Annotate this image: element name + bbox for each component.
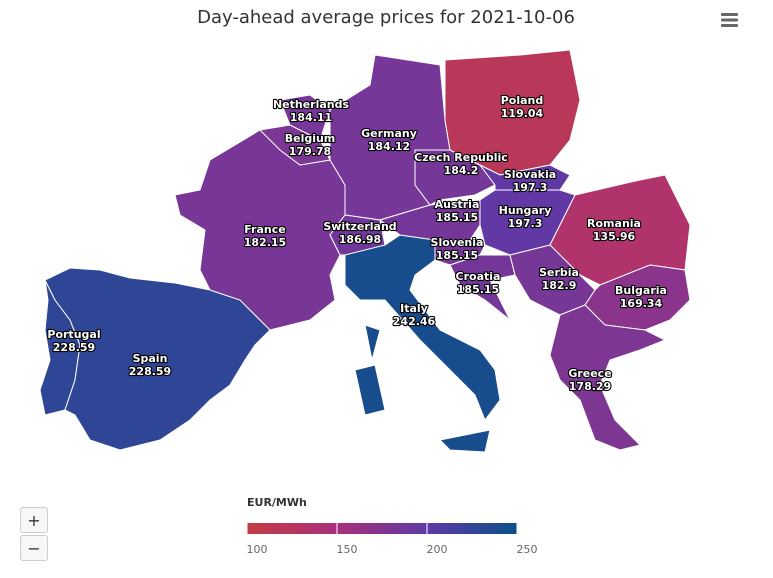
- region-name: Hungary: [499, 204, 552, 217]
- region-value: 185.15: [436, 249, 478, 262]
- region-name: Slovakia: [504, 168, 556, 181]
- region-value: 178.29: [569, 380, 611, 393]
- region-name: Belgium: [285, 132, 336, 145]
- region-value: 185.15: [457, 283, 499, 296]
- region-value: 184.12: [368, 140, 410, 153]
- region: [378, 199, 481, 241]
- region-name: Greece: [568, 367, 611, 380]
- color-bar: [247, 523, 517, 534]
- region-name: Serbia: [539, 266, 579, 279]
- region-name: Spain: [133, 352, 168, 365]
- region-name: Poland: [501, 94, 544, 107]
- zoom-in[interactable]: +: [20, 507, 48, 533]
- region-name: Bulgaria: [615, 284, 667, 297]
- region-name: Netherlands: [273, 98, 350, 111]
- region-value: 184.2: [444, 164, 479, 177]
- region-value: 197.3: [508, 217, 543, 230]
- tick-label: 250: [517, 543, 538, 556]
- region-value: 135.96: [593, 230, 636, 243]
- region-value: 184.11: [290, 111, 332, 124]
- region: [449, 254, 516, 321]
- region-name: France: [244, 223, 285, 236]
- title: Day-ahead average prices for 2021-10-06: [197, 7, 575, 28]
- menu-icon[interactable]: [721, 13, 738, 27]
- region-name: Portugal: [47, 328, 100, 341]
- region-name: Austria: [435, 198, 480, 211]
- region-name: Croatia: [456, 270, 501, 283]
- region: [549, 304, 667, 451]
- region-value: 186.98: [339, 233, 381, 246]
- tick-label: 100: [247, 543, 268, 556]
- region-name: Germany: [361, 127, 417, 140]
- region-value: 119.04: [501, 107, 544, 120]
- tick-label: 150: [337, 543, 358, 556]
- tick-label: 200: [427, 543, 448, 556]
- region-name: Switzerland: [323, 220, 396, 233]
- region-value: 228.59: [129, 365, 171, 378]
- region: [344, 234, 501, 453]
- zoom-out[interactable]: −: [20, 535, 48, 561]
- region-value: 182.9: [542, 279, 577, 292]
- region-name: Czech Republic: [414, 151, 508, 164]
- legend-title: EUR/MWh: [247, 496, 307, 509]
- region-name: Slovenia: [431, 236, 484, 249]
- region-value: 242.46: [393, 315, 436, 328]
- region-value: 182.15: [244, 236, 286, 249]
- region: [44, 267, 271, 451]
- region: [479, 164, 571, 191]
- region-value: 179.78: [289, 145, 331, 158]
- region: [279, 94, 331, 141]
- region-name: Romania: [587, 217, 641, 230]
- region-value: 228.59: [53, 341, 95, 354]
- region-name: Italy: [400, 302, 428, 315]
- region-value: 169.34: [620, 297, 663, 310]
- region-value: 197.3: [513, 181, 548, 194]
- region-value: 185.15: [436, 211, 478, 224]
